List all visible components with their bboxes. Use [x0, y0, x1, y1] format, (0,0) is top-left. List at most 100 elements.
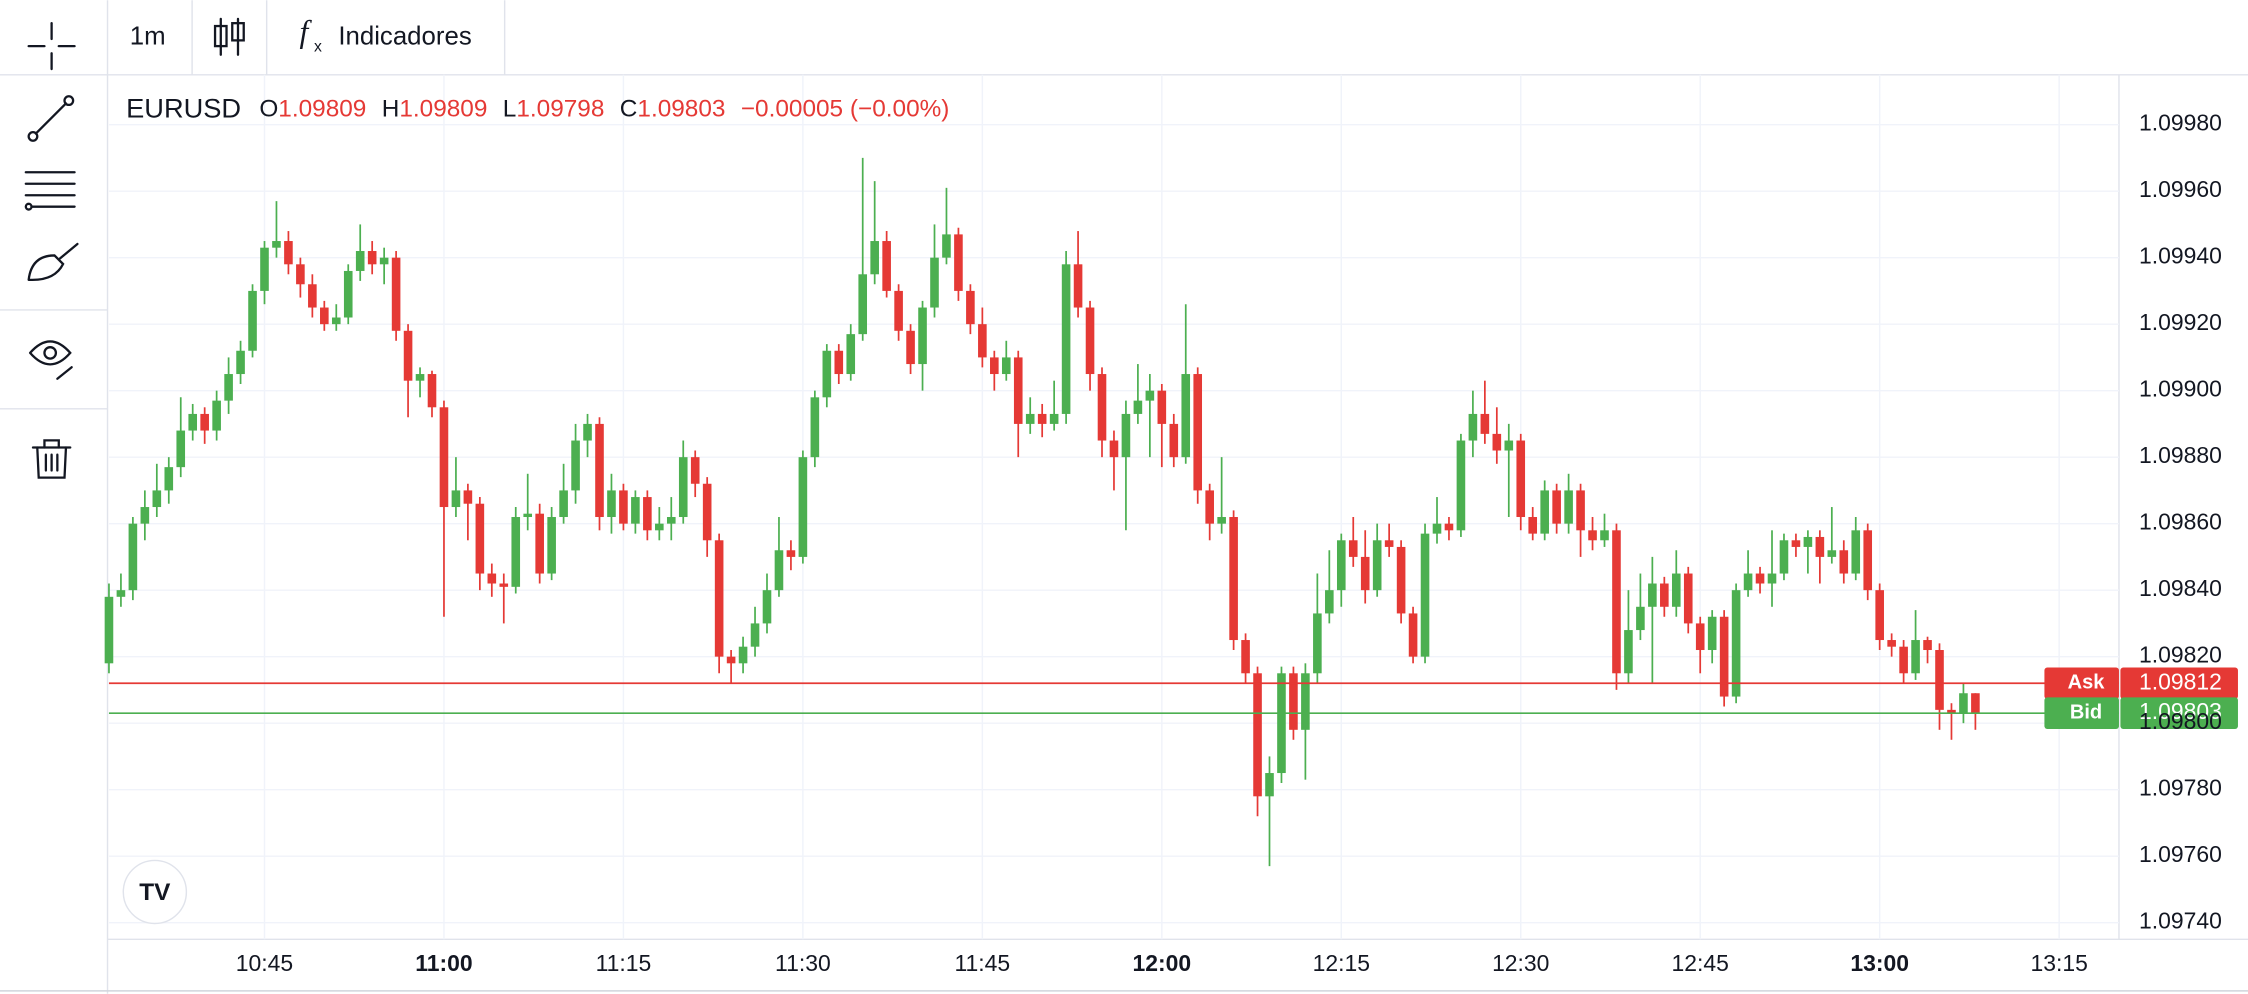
- bid-price-tag: [2120, 697, 2238, 729]
- candle-body: [152, 490, 162, 508]
- y-tick-label: 1.09940: [2139, 243, 2222, 269]
- candle-body: [1648, 583, 1657, 607]
- candle-body: [942, 234, 951, 258]
- candle-body: [1839, 550, 1849, 574]
- candle-body: [1719, 616, 1729, 697]
- candle-body: [104, 596, 114, 664]
- candle-body: [212, 400, 221, 431]
- candle-body: [810, 397, 820, 458]
- legend: EURUSD O1.09809 H1.09809 L1.09798 C1.098…: [126, 93, 949, 124]
- candle-body: [1408, 613, 1418, 657]
- delete-tool[interactable]: [31, 439, 72, 479]
- candle-body: [451, 490, 461, 508]
- candle-body: [463, 490, 473, 504]
- y-tick-label: 1.09780: [2139, 775, 2222, 801]
- candle-body: [1193, 374, 1203, 491]
- candle-body: [702, 483, 712, 541]
- candle-body: [1432, 523, 1442, 534]
- indicators-button[interactable]: Indicadores: [338, 22, 471, 50]
- candle-body: [643, 497, 652, 531]
- candle-body: [415, 374, 425, 381]
- interval-button[interactable]: 1m: [130, 22, 166, 50]
- candle-body: [1755, 573, 1765, 584]
- y-tick-label: 1.09900: [2139, 376, 2222, 402]
- candle-body: [320, 307, 329, 325]
- candle-body: [726, 656, 736, 664]
- candle-body: [690, 457, 700, 484]
- candle-body: [1504, 440, 1514, 451]
- candle-body: [1085, 307, 1095, 375]
- candle-body: [1049, 413, 1059, 424]
- candle-body: [1265, 773, 1274, 797]
- candle-body: [1887, 640, 1896, 647]
- y-tick-label: 1.09980: [2139, 110, 2222, 136]
- candle-body: [1899, 646, 1908, 674]
- y-tick-label: 1.09920: [2139, 309, 2222, 335]
- visibility-tool[interactable]: [28, 340, 73, 380]
- symbol: EURUSD: [126, 93, 241, 124]
- candle-body: [1073, 264, 1083, 308]
- x-tick-label: 12:15: [1313, 950, 1370, 976]
- candle-body: [547, 517, 556, 574]
- candle-body: [1037, 413, 1047, 424]
- trend-line-tool[interactable]: [27, 95, 75, 142]
- x-tick-label: 13:15: [2030, 950, 2087, 976]
- candle-body: [1289, 673, 1298, 730]
- indicators-icon[interactable]: x: [314, 39, 322, 56]
- candle-body: [1612, 530, 1621, 674]
- y-tick-label: 1.09800: [2139, 708, 2222, 734]
- tradingview-logo[interactable]: TV: [122, 859, 188, 925]
- candle-body: [798, 457, 808, 557]
- candle-body: [1241, 640, 1250, 674]
- candle-body: [1313, 613, 1322, 674]
- crosshair-tool[interactable]: [27, 22, 76, 71]
- y-tick-label: 1.09760: [2139, 841, 2222, 867]
- overlay: Ask 1.09812 Bid 1.09803: [108, 667, 2238, 729]
- x-tick-label: 12:00: [1133, 950, 1192, 976]
- candle-body: [583, 423, 592, 441]
- candle-body: [1660, 583, 1669, 607]
- candle-body: [487, 573, 497, 584]
- chart-type-button[interactable]: [213, 17, 245, 56]
- candle-body: [379, 257, 389, 265]
- candle-body: [224, 374, 233, 401]
- candle-body: [1588, 530, 1597, 541]
- ask-tag: [2044, 667, 2119, 700]
- candle-body: [1827, 550, 1837, 557]
- candle-body: [1025, 413, 1035, 424]
- brush-tool[interactable]: [27, 242, 79, 282]
- candle-body: [1229, 517, 1238, 641]
- y-tick-label: 1.09880: [2139, 442, 2222, 468]
- candle-body: [391, 257, 401, 331]
- candle-body: [296, 264, 305, 285]
- candle-body: [1624, 630, 1633, 674]
- y-tick-label: 1.09820: [2139, 642, 2222, 668]
- candle-body: [116, 590, 126, 597]
- candle-body: [1636, 606, 1645, 631]
- candle-body: [1205, 490, 1214, 524]
- legend-value: 1.09803: [637, 96, 725, 123]
- fib-tool[interactable]: [24, 171, 76, 211]
- candle-body: [535, 513, 544, 574]
- candles: [104, 157, 1980, 867]
- y-tick-label: 1.09740: [2139, 908, 2222, 934]
- candle-body: [1671, 573, 1681, 607]
- x-tick-label: 11:30: [775, 950, 831, 976]
- ask-price-tag: [2120, 667, 2238, 700]
- candle-body: [774, 550, 784, 591]
- candle-body: [1456, 440, 1466, 531]
- candle-body: [714, 540, 724, 657]
- candle-body: [870, 241, 879, 275]
- candle-body: [176, 430, 186, 468]
- legend-value: 1.09809: [278, 96, 366, 123]
- candle-body: [1420, 533, 1430, 657]
- candle-body: [619, 490, 628, 524]
- candle-body: [403, 330, 413, 381]
- svg-text:TV: TV: [139, 879, 171, 906]
- legend-label: O: [259, 96, 278, 123]
- candle-body: [1468, 413, 1478, 441]
- candle-body: [331, 317, 341, 325]
- candle-body: [666, 517, 676, 524]
- candle-body: [427, 374, 437, 408]
